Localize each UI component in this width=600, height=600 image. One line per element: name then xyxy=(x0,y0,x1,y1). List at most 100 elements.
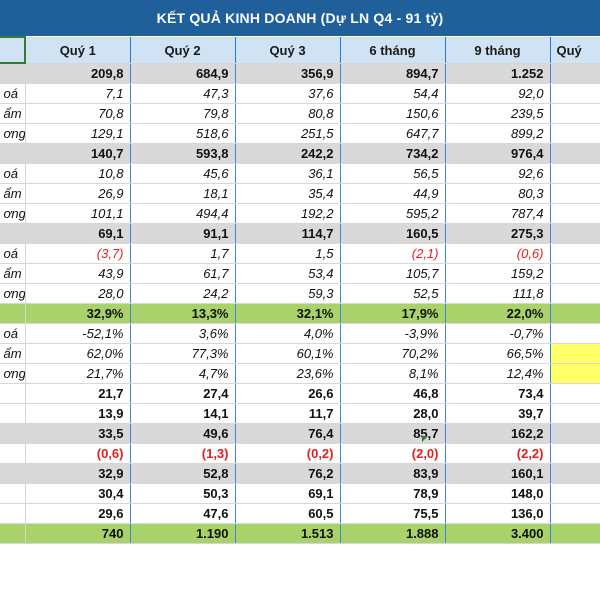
cell-q4[interactable] xyxy=(549,202,600,224)
cell-6-months[interactable]: (2,1) xyxy=(339,242,446,264)
cell-6-months[interactable]: 75,5 xyxy=(339,502,446,524)
cell-6-months[interactable]: 44,9 xyxy=(339,182,446,204)
cell-q2[interactable]: 593,8 xyxy=(129,142,236,164)
row-label-cell[interactable] xyxy=(0,302,26,324)
cell-q1[interactable]: 32,9% xyxy=(24,302,131,324)
cell-q3[interactable]: 1.513 xyxy=(234,522,341,544)
row-label-cell[interactable]: oá xyxy=(0,162,26,184)
cell-q2[interactable]: 518,6 xyxy=(129,122,236,144)
cell-q1[interactable]: 10,8 xyxy=(24,162,131,184)
cell-q4[interactable] xyxy=(549,522,600,544)
cell-6-months[interactable]: 56,5 xyxy=(339,162,446,184)
cell-q3[interactable]: 11,7 xyxy=(234,402,341,424)
cell-6-months[interactable]: 52,5 xyxy=(339,282,446,304)
cell-9-months[interactable]: 976,4 xyxy=(444,142,551,164)
cell-q3[interactable]: 356,9 xyxy=(234,62,341,84)
cell-9-months[interactable]: 73,4 xyxy=(444,382,551,404)
row-label-cell[interactable] xyxy=(0,422,26,444)
row-label-cell[interactable] xyxy=(0,442,26,464)
cell-6-months[interactable]: 83,9 xyxy=(339,462,446,484)
cell-6-months[interactable]: 894,7 xyxy=(339,62,446,84)
cell-q2[interactable]: 13,3% xyxy=(129,302,236,324)
cell-q4[interactable] xyxy=(549,262,600,284)
cell-9-months[interactable]: (2,2) xyxy=(444,442,551,464)
cell-9-months[interactable]: 3.400 xyxy=(444,522,551,544)
cell-q1[interactable]: -52,1% xyxy=(24,322,131,344)
cell-6-months[interactable]: 46,8 xyxy=(339,382,446,404)
cell-q3[interactable]: 60,1% xyxy=(234,342,341,364)
cell-9-months[interactable]: 92,6 xyxy=(444,162,551,184)
row-label-cell[interactable] xyxy=(0,482,26,504)
cell-q3[interactable]: 60,5 xyxy=(234,502,341,524)
cell-q4[interactable] xyxy=(549,462,600,484)
cell-q4[interactable] xyxy=(549,402,600,424)
cell-q3[interactable]: 76,4 xyxy=(234,422,341,444)
cell-q2[interactable]: 1,7 xyxy=(129,242,236,264)
cell-q3[interactable]: 242,2 xyxy=(234,142,341,164)
row-label-cell[interactable] xyxy=(0,502,26,524)
cell-q4[interactable] xyxy=(549,82,600,104)
cell-6-months[interactable]: 647,7 xyxy=(339,122,446,144)
row-label-cell[interactable]: oá xyxy=(0,242,26,264)
cell-9-months[interactable]: 787,4 xyxy=(444,202,551,224)
row-label-cell[interactable]: ơng xyxy=(0,282,26,304)
cell-q4[interactable] xyxy=(549,482,600,504)
cell-9-months[interactable]: 899,2 xyxy=(444,122,551,144)
cell-q2[interactable]: 77,3% xyxy=(129,342,236,364)
cell-9-months[interactable]: 148,0 xyxy=(444,482,551,504)
cell-q4[interactable] xyxy=(549,222,600,244)
cell-9-months[interactable]: 39,7 xyxy=(444,402,551,424)
cell-q2[interactable]: (1,3) xyxy=(129,442,236,464)
cell-q2[interactable]: 684,9 xyxy=(129,62,236,84)
row-label-header[interactable] xyxy=(0,36,26,64)
cell-q1[interactable]: 101,1 xyxy=(24,202,131,224)
cell-9-months[interactable]: 136,0 xyxy=(444,502,551,524)
cell-q3[interactable]: 36,1 xyxy=(234,162,341,184)
cell-q3[interactable]: 26,6 xyxy=(234,382,341,404)
cell-q4[interactable] xyxy=(549,422,600,444)
cell-9-months[interactable]: 22,0% xyxy=(444,302,551,324)
cell-q4[interactable] xyxy=(549,62,600,84)
cell-9-months[interactable]: -0,7% xyxy=(444,322,551,344)
cell-q4[interactable] xyxy=(549,142,600,164)
cell-q3[interactable]: (0,2) xyxy=(234,442,341,464)
row-label-cell[interactable]: ẩm xyxy=(0,342,26,364)
row-label-cell[interactable]: ẩm xyxy=(0,262,26,284)
cell-q4[interactable] xyxy=(549,382,600,404)
cell-q1[interactable]: 26,9 xyxy=(24,182,131,204)
cell-q3[interactable]: 1,5 xyxy=(234,242,341,264)
cell-q4[interactable] xyxy=(549,282,600,304)
cell-6-months[interactable]: 85,7 xyxy=(339,422,446,444)
cell-q2[interactable]: 18,1 xyxy=(129,182,236,204)
row-label-cell[interactable]: ơng xyxy=(0,122,26,144)
cell-q1[interactable]: 70,8 xyxy=(24,102,131,124)
cell-q2[interactable]: 50,3 xyxy=(129,482,236,504)
cell-q1[interactable]: 740 xyxy=(24,522,131,544)
cell-q1[interactable]: 209,8 xyxy=(24,62,131,84)
cell-9-months[interactable]: 159,2 xyxy=(444,262,551,284)
cell-q4[interactable] xyxy=(549,102,600,124)
cell-q4[interactable] xyxy=(549,442,600,464)
cell-q3[interactable]: 80,8 xyxy=(234,102,341,124)
cell-q3[interactable]: 35,4 xyxy=(234,182,341,204)
cell-q4[interactable] xyxy=(549,162,600,184)
cell-6-months[interactable]: 150,6 xyxy=(339,102,446,124)
row-label-cell[interactable] xyxy=(0,142,26,164)
row-label-cell[interactable] xyxy=(0,522,26,544)
cell-q1[interactable]: (3,7) xyxy=(24,242,131,264)
cell-6-months[interactable]: 595,2 xyxy=(339,202,446,224)
cell-6-months[interactable]: 1.888 xyxy=(339,522,446,544)
cell-q4[interactable] xyxy=(549,302,600,324)
cell-q3[interactable]: 114,7 xyxy=(234,222,341,244)
cell-6-months[interactable]: 160,5 xyxy=(339,222,446,244)
column-header-q3[interactable]: Quý 3 xyxy=(234,36,341,64)
cell-q1[interactable]: 29,6 xyxy=(24,502,131,524)
cell-q3[interactable]: 69,1 xyxy=(234,482,341,504)
cell-6-months[interactable]: 28,0 xyxy=(339,402,446,424)
cell-9-months[interactable]: 239,5 xyxy=(444,102,551,124)
cell-q1[interactable]: 140,7 xyxy=(24,142,131,164)
cell-9-months[interactable]: 275,3 xyxy=(444,222,551,244)
cell-q3[interactable]: 4,0% xyxy=(234,322,341,344)
cell-9-months[interactable]: 12,4% xyxy=(444,362,551,384)
cell-q1[interactable]: 21,7 xyxy=(24,382,131,404)
